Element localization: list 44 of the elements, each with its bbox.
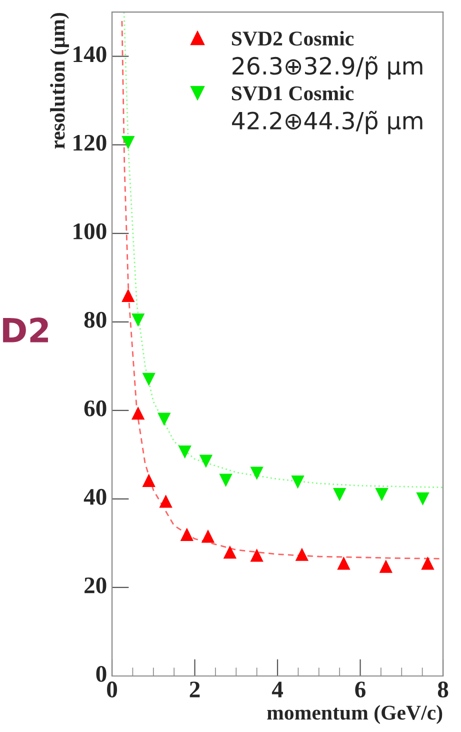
point xyxy=(291,476,304,489)
x-axis-title: momentum (GeV/c) xyxy=(267,705,442,724)
point xyxy=(416,492,430,506)
point xyxy=(159,494,172,508)
y-tick-label: 140 xyxy=(74,46,106,62)
legend-label: SVD2 Cosmic xyxy=(232,30,354,46)
point xyxy=(158,412,171,426)
point xyxy=(122,136,135,150)
y-axis-title: resolution (µm) xyxy=(50,12,69,149)
point xyxy=(250,548,264,562)
point xyxy=(421,556,434,570)
point xyxy=(332,488,346,502)
point xyxy=(199,454,213,468)
text: D2 xyxy=(3,318,48,342)
legend-label: SVD1 Cosmic xyxy=(232,86,354,100)
point xyxy=(375,488,388,502)
x-tick-label: 6 xyxy=(355,682,366,698)
y-tick-label: 80 xyxy=(84,312,106,328)
x-tick-label: 2 xyxy=(190,682,200,698)
annotation: 26.3⊕32.9/p̃ µm xyxy=(232,56,422,80)
x-tick-label: 8 xyxy=(438,682,448,698)
point xyxy=(250,466,264,480)
point xyxy=(122,288,135,302)
point xyxy=(142,372,156,386)
point xyxy=(379,560,393,573)
point xyxy=(132,406,145,420)
y-tick-label: 40 xyxy=(84,488,106,505)
point xyxy=(178,445,192,459)
x-tick-label: 0 xyxy=(107,682,118,698)
y-tick-label: 0 xyxy=(96,666,106,682)
y-tick-label: 100 xyxy=(74,223,106,240)
point xyxy=(295,548,309,561)
annotation: 42.2⊕44.3/p̃ µm xyxy=(232,110,422,134)
point xyxy=(142,474,156,487)
point xyxy=(201,530,215,543)
point xyxy=(180,528,194,541)
y-tick-label: 20 xyxy=(84,577,106,594)
point xyxy=(219,474,232,487)
point xyxy=(223,545,237,559)
y-tick-label: 120 xyxy=(74,134,106,151)
point xyxy=(337,556,350,570)
x-tick-label: 4 xyxy=(272,682,283,698)
y-tick-label: 60 xyxy=(84,400,106,416)
point xyxy=(132,314,145,327)
